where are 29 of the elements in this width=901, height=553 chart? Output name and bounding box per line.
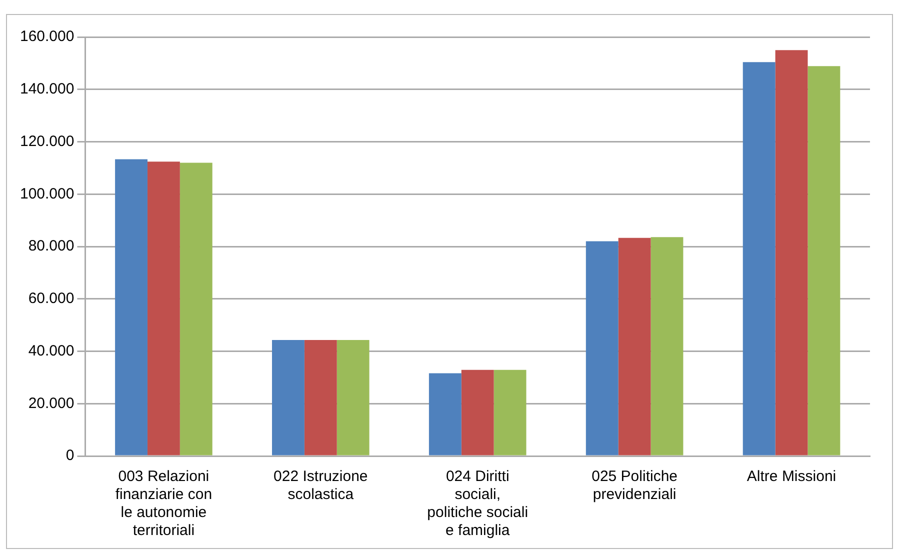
bar xyxy=(742,62,776,456)
y-tick-label: 0 xyxy=(66,447,74,464)
y-tick-label: 40.000 xyxy=(28,342,74,360)
bar xyxy=(494,370,526,456)
y-tick-label: 160.000 xyxy=(20,28,74,46)
bar xyxy=(336,340,370,456)
y-tick-label: 140.000 xyxy=(20,80,74,98)
x-tick-label: 003 Relazioni finanziarie con le autonomie territoriali xyxy=(115,468,212,540)
y-tick-label: 80.000 xyxy=(28,238,74,255)
y-tick-label: 20.000 xyxy=(28,394,74,412)
bar xyxy=(115,159,148,456)
bar xyxy=(272,340,304,456)
x-tick-label: 024 Diritti sociali, politiche sociali e famiglia xyxy=(427,468,528,540)
bar xyxy=(618,238,651,456)
bar xyxy=(428,373,462,456)
y-tick-label: 120.000 xyxy=(20,132,74,150)
bar xyxy=(180,162,212,456)
x-tick-label: 025 Politiche previdenziali xyxy=(592,468,678,504)
y-tick-label: 60.000 xyxy=(28,290,74,308)
x-tick-label: 022 Istruzione scolastica xyxy=(274,468,368,504)
bar xyxy=(808,66,840,456)
x-tick-label: Altre Missioni xyxy=(746,468,836,486)
bar xyxy=(304,340,337,456)
bar xyxy=(147,162,180,456)
y-tick-label: 100.000 xyxy=(20,185,74,202)
bar xyxy=(650,237,684,456)
bar xyxy=(586,241,618,456)
bar xyxy=(461,370,494,456)
bar xyxy=(775,50,808,456)
